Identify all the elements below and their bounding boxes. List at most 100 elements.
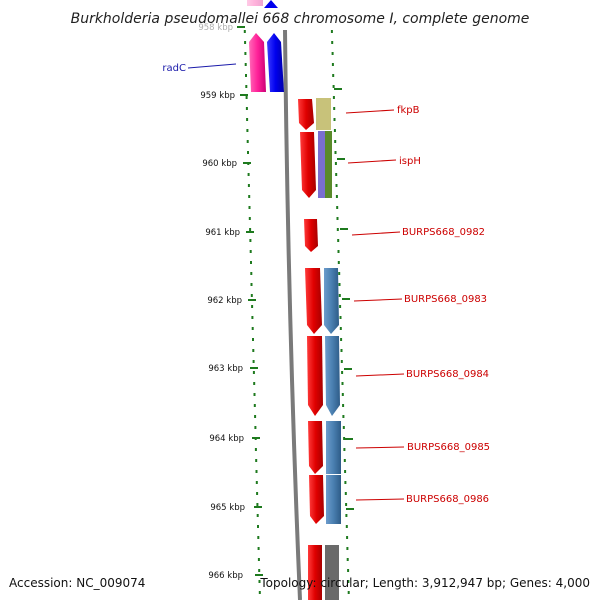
gene-feature <box>305 268 322 334</box>
track-dot <box>253 393 256 396</box>
track-dot <box>247 173 250 176</box>
track-dot <box>337 239 340 242</box>
track-dot <box>257 547 260 550</box>
track-dot <box>258 580 261 583</box>
leader-line <box>345 109 395 114</box>
track-dot <box>252 371 255 374</box>
track-dot <box>346 536 349 539</box>
track-dot <box>333 129 336 132</box>
gene-fkpB[interactable] <box>298 98 331 130</box>
track-dot <box>344 481 347 484</box>
track-dot <box>248 206 251 209</box>
track-dot <box>258 591 261 594</box>
track-dot <box>330 30 333 33</box>
track-dot <box>255 481 258 484</box>
track-dot <box>339 327 342 330</box>
track-dot <box>254 426 257 429</box>
gene-label-BURPS668_0986[interactable]: BURPS668_0986 <box>406 494 489 505</box>
track-dot <box>340 338 343 341</box>
track-dot <box>344 492 347 495</box>
track-dot <box>252 338 254 341</box>
track-dot <box>336 206 339 209</box>
track-dot <box>252 349 255 352</box>
track-dot <box>253 404 256 407</box>
track-dot <box>341 393 344 396</box>
gene-label-radC[interactable]: radC <box>162 63 186 74</box>
gene-feature <box>249 33 266 92</box>
track-dot <box>345 503 348 506</box>
gene-radC[interactable] <box>249 33 284 92</box>
track-dot <box>340 349 343 352</box>
track-dot <box>247 151 249 154</box>
gene-ispH[interactable] <box>300 131 332 198</box>
track-dot <box>343 448 346 451</box>
track-dot <box>256 514 259 517</box>
track-dot <box>248 195 251 198</box>
track-dot <box>249 228 252 231</box>
cog-feature <box>325 131 332 198</box>
track-dot <box>253 382 256 385</box>
track-dot <box>335 195 338 198</box>
track-dot <box>334 162 337 165</box>
track-dot <box>339 316 342 319</box>
cog-feature <box>326 421 341 474</box>
track-dot <box>335 173 338 176</box>
track-dot <box>245 107 248 110</box>
gene-BURPS668_0983[interactable] <box>305 268 339 334</box>
track-dot <box>337 250 340 253</box>
gene-feature <box>307 336 323 416</box>
track-dot <box>332 85 335 88</box>
gene-feature <box>304 219 318 252</box>
cog-feature <box>325 336 340 416</box>
track-dot <box>256 503 259 506</box>
track-dot <box>255 459 258 462</box>
gene-feature <box>298 99 314 130</box>
gene-feature <box>267 33 284 92</box>
track-dot <box>333 118 336 121</box>
gene-BURPS668_0984[interactable] <box>307 336 340 416</box>
track-dot <box>252 360 255 363</box>
gene-feature <box>300 132 316 198</box>
gene-BURPS668_0986[interactable] <box>309 475 341 524</box>
gene-label-BURPS668_0982[interactable]: BURPS668_0982 <box>402 227 485 238</box>
track-dot <box>249 250 252 253</box>
scale-tick-labels: 958 kbp 959 kbp 960 kbp 961 kbp 962 kbp … <box>198 23 245 581</box>
track-dot <box>342 404 345 407</box>
cog-feature <box>316 98 331 130</box>
track-dot <box>250 272 253 275</box>
gene-BURPS668_0985[interactable] <box>308 421 341 474</box>
gene-label-BURPS668_0984[interactable]: BURPS668_0984 <box>406 369 489 380</box>
leader-line <box>355 498 405 501</box>
gene-feature <box>247 0 263 6</box>
leader-line <box>355 446 405 449</box>
track-dot <box>338 272 341 275</box>
leader-lines <box>187 63 405 501</box>
left-dotted-track <box>243 30 261 594</box>
tick-label: 962 kbp <box>207 296 242 306</box>
cog-feature <box>324 268 339 334</box>
track-dot <box>334 151 337 154</box>
gene-label-BURPS668_0985[interactable]: BURPS668_0985 <box>407 442 490 453</box>
gene-feature <box>308 421 323 474</box>
gene-label-ispH[interactable]: ispH <box>399 156 421 167</box>
track-dot <box>246 118 249 121</box>
gene-label-BURPS668_0983[interactable]: BURPS668_0983 <box>404 294 487 305</box>
gene-feature <box>264 0 278 8</box>
map-title: Burkholderia pseudomallei 668 chromosome… <box>71 11 530 27</box>
track-dot <box>245 96 248 99</box>
scale-ticks <box>237 26 263 576</box>
track-dot <box>344 470 347 473</box>
tick-label: 959 kbp <box>200 91 235 101</box>
track-dot <box>250 294 253 297</box>
gene-BURPS668_0982[interactable] <box>304 219 318 252</box>
track-dot <box>249 239 252 242</box>
track-dot <box>345 525 348 528</box>
track-dot <box>245 74 247 77</box>
track-dot <box>345 514 348 517</box>
tick-label: 963 kbp <box>208 364 243 374</box>
track-dot <box>331 52 334 55</box>
gene-label-fkpB[interactable]: fkpB <box>397 105 420 116</box>
track-dot <box>346 547 349 550</box>
tick-label: 961 kbp <box>205 228 240 238</box>
track-dot <box>331 41 334 44</box>
